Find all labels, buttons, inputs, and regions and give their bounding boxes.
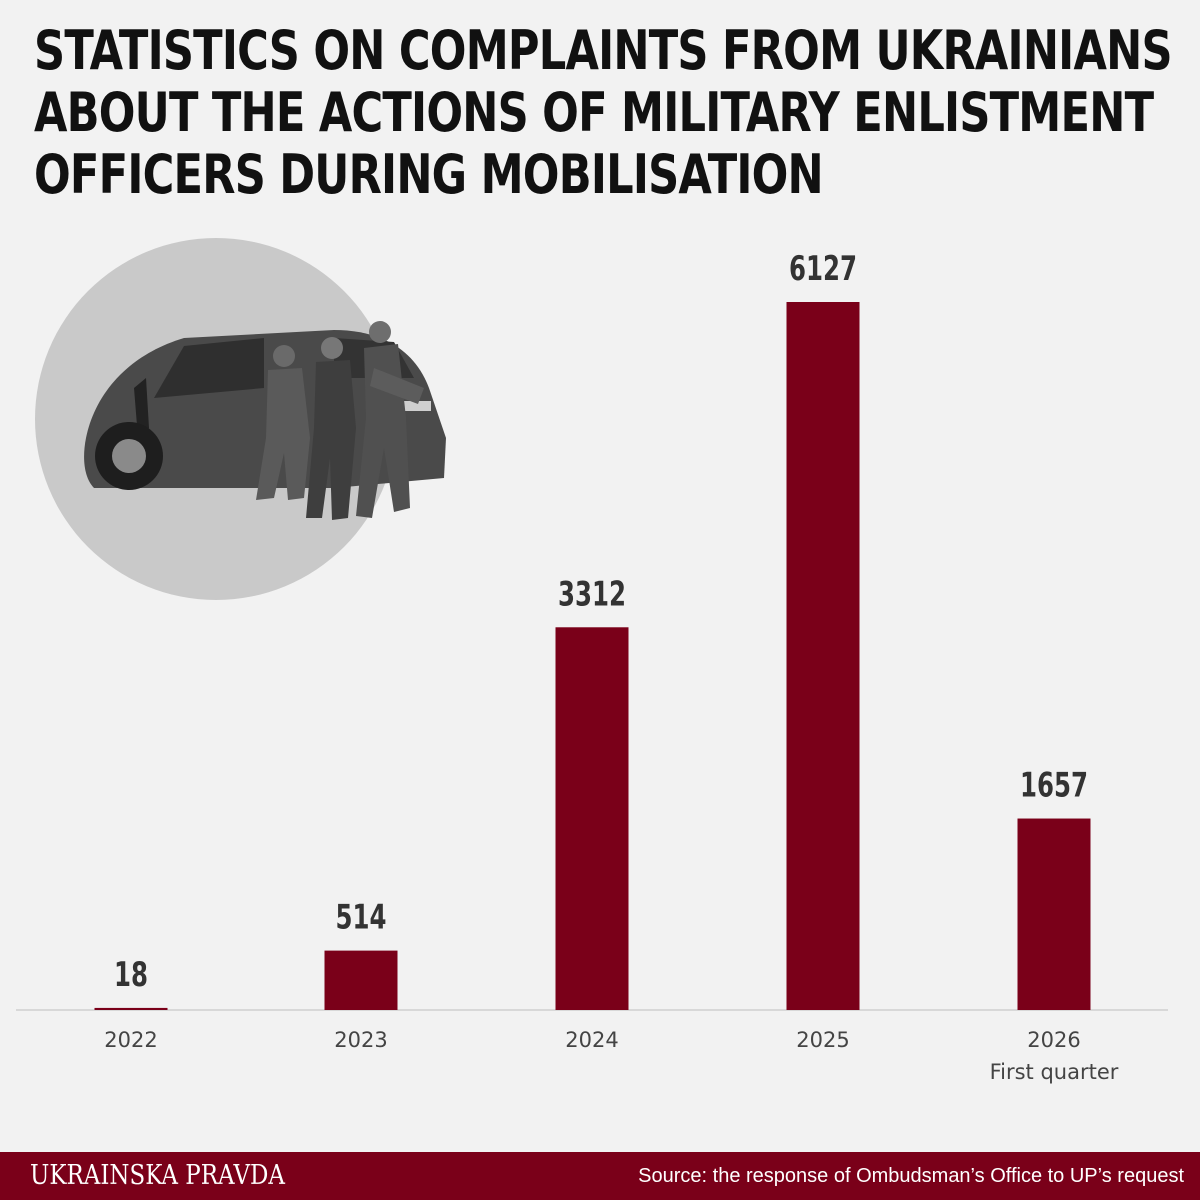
bar-2022 — [94, 1007, 168, 1010]
data-label-2026: 1657 — [1020, 766, 1088, 806]
source-note: Source: the response of Ombudsman’s Offi… — [638, 1165, 1184, 1187]
x-tick-label-2025: 2025 — [796, 1028, 849, 1052]
data-label-2023: 514 — [336, 898, 387, 938]
x-tick-label-2024: 2024 — [565, 1028, 618, 1052]
x-tick-label-2022: 2022 — [104, 1028, 157, 1052]
people-icon — [256, 321, 424, 520]
bar-2025 — [786, 302, 860, 1010]
photo-illustration — [35, 238, 446, 600]
footer-bar: UKRAINSKA PRAVDA Source: the response of… — [0, 1152, 1200, 1200]
x-tick-label-2026: 2026 — [1027, 1028, 1080, 1052]
bar-2026 — [1017, 818, 1091, 1010]
data-label-2022: 18 — [114, 955, 148, 995]
x-tick-label-2023: 2023 — [334, 1028, 387, 1052]
data-label-2025: 6127 — [789, 249, 857, 289]
brand-logo: UKRAINSKA PRAVDA — [30, 1160, 285, 1191]
bar-2023 — [324, 950, 398, 1010]
car-icon — [84, 330, 446, 490]
chart-title: Statistics on complaints from Ukrainians… — [34, 19, 1173, 206]
x-tick-sublabel-2026: First quarter — [990, 1060, 1119, 1084]
data-label-2024: 3312 — [558, 574, 626, 614]
bar-2024 — [555, 627, 629, 1010]
